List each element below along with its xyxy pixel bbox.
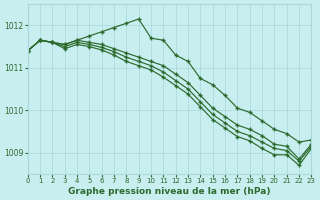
X-axis label: Graphe pression niveau de la mer (hPa): Graphe pression niveau de la mer (hPa) [68, 187, 271, 196]
